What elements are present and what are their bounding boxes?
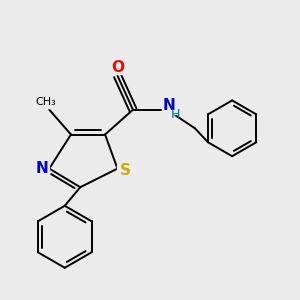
Text: H: H bbox=[171, 108, 180, 121]
Text: O: O bbox=[111, 60, 124, 75]
Text: CH₃: CH₃ bbox=[36, 97, 56, 107]
Bar bbox=[162, 99, 181, 114]
Bar bbox=[34, 162, 49, 175]
Text: N: N bbox=[162, 98, 175, 112]
Text: S: S bbox=[120, 163, 131, 178]
Bar bbox=[118, 166, 133, 178]
Bar bbox=[35, 96, 57, 108]
Text: N: N bbox=[35, 161, 48, 176]
Bar bbox=[110, 62, 125, 74]
